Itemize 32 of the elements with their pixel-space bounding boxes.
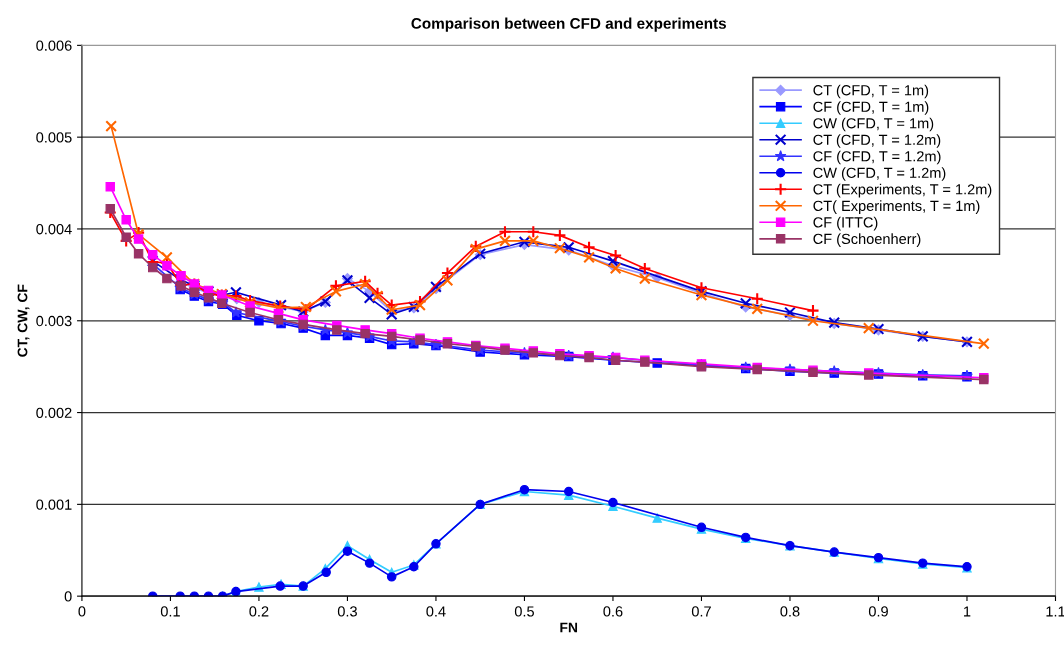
x-tick-label: 1.1	[1046, 606, 1064, 617]
legend-label: CW (CFD, T = 1.2m)	[813, 167, 946, 181]
x-tick-label: 0.3	[337, 606, 357, 617]
legend-label: CF (ITTC)	[813, 216, 878, 231]
y-tick-label: 0.003	[36, 315, 72, 327]
x-axis-title: FN	[560, 622, 578, 633]
x-tick-label: 0.7	[691, 606, 711, 617]
y-tick-label: 0.001	[36, 499, 72, 510]
legend-label: CT (CFD, T = 1.2m)	[813, 134, 941, 148]
legend-label: CW (CFD, T = 1m)	[813, 117, 934, 132]
legend-label: CF (Schoenherr)	[813, 233, 921, 247]
legend-label: CF (CFD, T = 1.2m)	[813, 150, 941, 165]
x-tick-label: 1	[964, 606, 971, 617]
y-axis-title: CT, CW, CF	[17, 284, 30, 357]
x-tick-label: 0.2	[249, 606, 269, 617]
x-tick-label: 0.5	[514, 606, 534, 617]
x-tick-label: 0	[78, 606, 86, 617]
chart-title: Comparison between CFD and experiments	[411, 17, 726, 32]
y-tick-label: 0.002	[36, 407, 72, 418]
legend-label: CF (CFD, T = 1m)	[813, 101, 929, 115]
y-tick-label: 0.006	[36, 40, 72, 51]
legend-label: CT( Experiments, T = 1m)	[813, 200, 980, 214]
legend-label: CT (Experiments, T = 1.2m)	[813, 183, 992, 198]
x-tick-label: 0.8	[780, 606, 800, 617]
y-tick-label: 0	[64, 591, 72, 602]
x-tick-label: 0.6	[603, 606, 623, 617]
x-tick-label: 0.4	[426, 606, 446, 617]
x-tick-label: 0.9	[868, 606, 888, 617]
x-tick-label: 0.1	[160, 606, 180, 617]
y-tick-label: 0.005	[36, 132, 72, 143]
y-tick-label: 0.004	[36, 224, 72, 235]
legend-label: CT (CFD, T = 1m)	[813, 84, 929, 99]
